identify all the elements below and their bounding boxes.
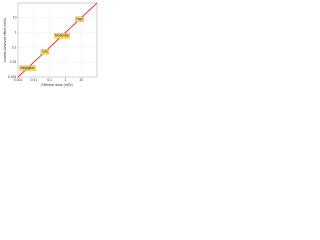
y-tick-label: 0.01 bbox=[10, 60, 17, 64]
x-tick-label: 10 bbox=[79, 78, 83, 82]
annotation: High bbox=[76, 17, 83, 21]
y-tick-label: 1 bbox=[15, 30, 17, 34]
y-axis-label: Lowest observed effect (mSv) bbox=[3, 18, 7, 63]
x-axis-label: Effective dose (mSv) bbox=[41, 83, 72, 87]
annotation: Negligible bbox=[21, 66, 35, 70]
x-tick-label: 1 bbox=[64, 78, 66, 82]
y-tick-label: 10 bbox=[13, 16, 17, 20]
x-tick-label: 0.001 bbox=[14, 78, 23, 82]
line bbox=[17, 2, 98, 78]
chart: Effective dose (mSv) Lowest observed eff… bbox=[3, 2, 98, 87]
annotation-box bbox=[54, 33, 70, 39]
x-tick-label: 0.01 bbox=[30, 78, 37, 82]
annotation: Low bbox=[42, 50, 49, 54]
y-tick-label: 0.1 bbox=[12, 45, 17, 49]
annotation-box bbox=[75, 16, 85, 22]
annotation-box bbox=[19, 65, 36, 71]
annotation: Moderate bbox=[55, 34, 69, 38]
x-tick-label: 0.1 bbox=[47, 78, 52, 82]
y-tick-label: 0.001 bbox=[8, 75, 17, 79]
annotation-box bbox=[40, 49, 49, 55]
